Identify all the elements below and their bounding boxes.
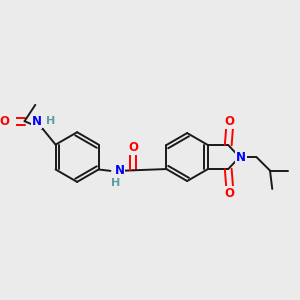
Text: O: O bbox=[128, 141, 138, 154]
Text: N: N bbox=[114, 164, 124, 177]
Text: H: H bbox=[46, 116, 56, 126]
Text: N: N bbox=[32, 115, 41, 128]
Text: O: O bbox=[225, 187, 235, 200]
Text: N: N bbox=[236, 151, 246, 164]
Text: H: H bbox=[111, 178, 120, 188]
Text: O: O bbox=[0, 115, 9, 128]
Text: O: O bbox=[225, 115, 235, 128]
